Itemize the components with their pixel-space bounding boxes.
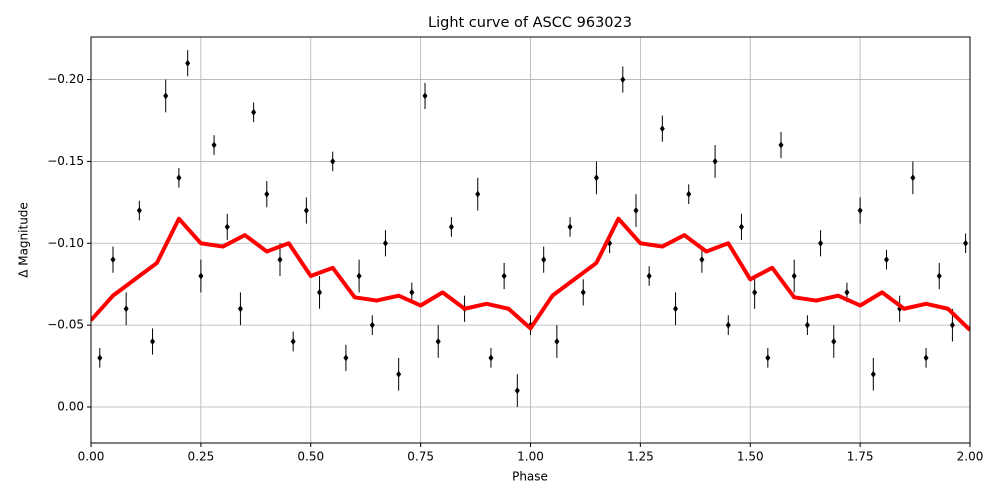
data-point <box>501 272 507 280</box>
data-point <box>857 207 863 215</box>
data-point <box>514 387 520 395</box>
data-point <box>936 272 942 280</box>
data-point <box>356 272 362 280</box>
chart-title: Light curve of ASCC 963023 <box>428 15 632 31</box>
data-point <box>831 338 837 345</box>
data-point <box>488 354 494 362</box>
data-point <box>870 370 876 378</box>
data-point <box>110 256 116 264</box>
data-point <box>123 305 129 313</box>
data-point <box>382 239 388 247</box>
y-tick-label: 0.00 <box>57 399 84 413</box>
data-point <box>673 305 679 313</box>
data-point <box>646 272 652 280</box>
data-point <box>303 207 309 215</box>
data-point <box>475 190 481 198</box>
data-point <box>136 207 142 215</box>
x-tick-label: 0.00 <box>78 450 105 464</box>
data-point <box>150 338 156 345</box>
x-tick-label: 1.75 <box>847 450 874 464</box>
data-point <box>923 354 929 362</box>
data-point <box>422 92 428 100</box>
data-point <box>844 288 850 296</box>
data-point <box>752 288 758 296</box>
data-point <box>554 338 560 345</box>
data-point <box>804 321 810 329</box>
data-point <box>699 256 705 264</box>
data-point <box>765 354 771 362</box>
data-point <box>593 174 599 182</box>
x-tick-label: 0.25 <box>188 450 215 464</box>
data-point <box>396 370 402 378</box>
data-point <box>224 223 230 231</box>
data-point <box>910 174 916 182</box>
x-tick-label: 2.00 <box>957 450 984 464</box>
data-point <box>659 125 665 133</box>
data-point <box>949 321 955 329</box>
x-tick-label: 1.25 <box>627 450 654 464</box>
data-point <box>176 174 182 182</box>
data-point <box>620 76 626 84</box>
data-point <box>185 59 191 67</box>
data-point <box>330 157 336 165</box>
y-tick-label: −0.20 <box>47 72 84 86</box>
data-point <box>725 321 731 329</box>
x-tick-label: 1.00 <box>517 450 544 464</box>
data-point <box>198 272 204 280</box>
data-point <box>818 239 824 247</box>
data-point <box>712 157 718 165</box>
data-point <box>580 288 586 296</box>
data-point <box>317 288 323 296</box>
y-axis-label: Δ Magnitude <box>17 202 31 278</box>
data-point <box>290 338 296 345</box>
y-tick-label: −0.15 <box>47 154 84 168</box>
x-tick-label: 1.50 <box>737 450 764 464</box>
data-point <box>409 288 415 296</box>
data-point <box>211 141 217 149</box>
data-point <box>686 190 692 198</box>
data-point <box>883 256 889 264</box>
data-point <box>343 354 349 362</box>
binned-curve <box>91 216 970 332</box>
x-tick-label: 0.50 <box>297 450 324 464</box>
data-point <box>264 190 270 198</box>
x-tick-label: 0.75 <box>407 450 434 464</box>
data-point <box>435 338 441 345</box>
data-point <box>277 256 283 264</box>
data-point <box>97 354 103 362</box>
data-point <box>369 321 375 329</box>
data-point <box>448 223 454 231</box>
data-point <box>567 223 573 231</box>
data-point <box>791 272 797 280</box>
data-point <box>237 305 243 313</box>
data-point <box>963 239 969 247</box>
x-axis-label: Phase <box>512 470 548 484</box>
data-point <box>251 108 257 116</box>
data-point <box>778 141 784 149</box>
data-point <box>633 207 639 215</box>
y-tick-label: −0.10 <box>47 236 84 250</box>
y-tick-label: −0.05 <box>47 318 84 332</box>
data-point <box>541 256 547 264</box>
grid <box>90 37 971 443</box>
data-point <box>163 92 169 100</box>
plot-area <box>91 50 970 407</box>
data-point <box>738 223 744 231</box>
